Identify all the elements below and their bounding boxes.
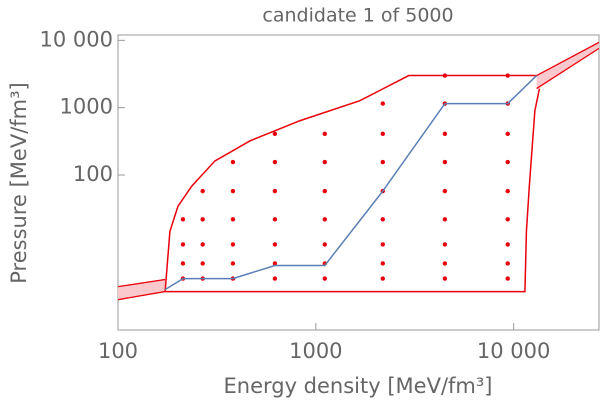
data-point <box>230 242 236 247</box>
y-tick-label: 10 000 <box>40 27 113 51</box>
data-point <box>322 131 327 137</box>
data-point <box>180 217 186 222</box>
plot-area <box>118 41 599 301</box>
data-point <box>380 217 385 222</box>
data-point <box>272 188 278 194</box>
data-point <box>230 188 236 194</box>
data-point <box>442 276 448 281</box>
data-point <box>505 217 510 222</box>
data-point <box>180 261 186 266</box>
data-point <box>322 276 327 281</box>
data-point <box>505 131 510 137</box>
data-point <box>442 261 448 266</box>
data-point <box>505 188 510 194</box>
data-point <box>380 131 385 137</box>
data-point <box>230 217 236 222</box>
data-point <box>505 242 510 247</box>
band-area <box>118 279 166 300</box>
band-area <box>536 42 599 89</box>
data-point <box>380 101 385 106</box>
data-point <box>272 131 278 137</box>
data-point <box>200 188 205 194</box>
data-point <box>230 261 236 266</box>
data-line <box>164 75 538 291</box>
y-tick-label: 1000 <box>60 95 113 119</box>
data-line <box>165 88 541 293</box>
data-point <box>380 159 385 165</box>
data-point <box>505 276 510 281</box>
data-point <box>442 217 448 222</box>
band-edge <box>118 290 166 301</box>
data-point <box>230 159 236 165</box>
y-tick-label: 100 <box>73 162 113 186</box>
data-point <box>505 261 510 266</box>
band-edge <box>536 41 599 77</box>
band-edge <box>536 47 599 90</box>
data-point <box>322 242 327 247</box>
plot-frame <box>117 34 600 331</box>
data-point <box>200 217 205 222</box>
data-point <box>200 261 205 266</box>
data-point <box>380 276 385 281</box>
y-axis-label: Pressure [MeV/fm³] <box>7 82 31 283</box>
data-point <box>322 159 327 165</box>
data-point <box>272 276 278 281</box>
data-point <box>442 242 448 247</box>
x-tick-label: 100 <box>98 339 138 363</box>
x-tick-label: 10 000 <box>477 339 550 363</box>
data-point <box>272 261 278 266</box>
x-axis-label: Energy density [MeV/fm³] <box>223 374 492 398</box>
data-point <box>200 242 205 247</box>
data-point <box>180 242 186 247</box>
x-tick-label: 1000 <box>289 339 342 363</box>
data-point <box>380 261 385 266</box>
data-point <box>442 159 448 165</box>
data-point <box>322 188 327 194</box>
data-line <box>164 74 537 292</box>
data-point <box>272 159 278 165</box>
data-point <box>505 159 510 165</box>
band-edge <box>118 278 166 288</box>
data-point <box>380 242 385 247</box>
data-point <box>442 188 448 194</box>
data-point <box>272 217 278 222</box>
chart-title: candidate 1 of 5000 <box>262 5 453 27</box>
data-point <box>272 242 278 247</box>
data-point <box>322 217 327 222</box>
data-point <box>442 131 448 137</box>
